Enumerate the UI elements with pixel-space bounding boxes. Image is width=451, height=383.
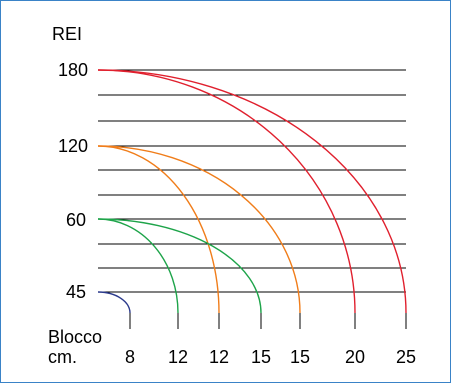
x-tick-label-12a: 12: [168, 347, 188, 367]
y-tick-label-120: 120: [58, 136, 88, 156]
y-axis-label: REI: [52, 24, 82, 44]
x-tick-label-12b: 12: [209, 347, 229, 367]
curve-8cm-rei45: [97, 291, 131, 314]
curve-12cm-rei120: [97, 145, 220, 314]
curve-20cm-rei180: [97, 69, 356, 314]
x-ticks: [129, 313, 407, 329]
curve-15cm-rei120: [97, 145, 301, 314]
x-tick-label-25: 25: [396, 347, 416, 367]
x-axis-label-line2: cm.: [48, 347, 77, 367]
y-tick-label-60: 60: [66, 210, 86, 230]
curve-12cm-rei60: [97, 218, 179, 314]
x-tick-label-8: 8: [125, 347, 135, 367]
gridlines: [98, 69, 406, 293]
curves: [97, 69, 407, 314]
y-tick-label-180: 180: [58, 60, 88, 80]
x-tick-label-20: 20: [345, 347, 365, 367]
x-tick-label-15b: 15: [290, 347, 310, 367]
curve-25cm-rei180: [97, 69, 407, 314]
x-axis-label-line1: Blocco: [48, 327, 102, 347]
x-tick-label-15a: 15: [251, 347, 271, 367]
y-tick-label-45: 45: [66, 282, 86, 302]
curve-15cm-rei60: [97, 218, 262, 314]
